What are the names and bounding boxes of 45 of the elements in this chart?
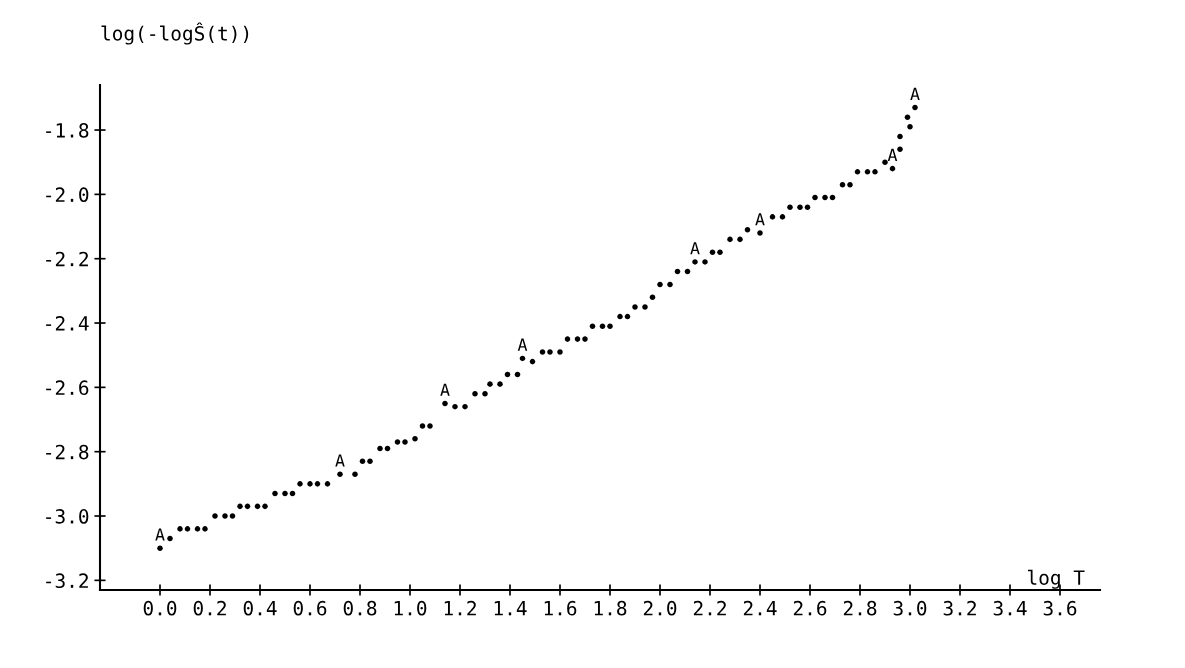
point [912, 104, 918, 111]
x-axis-title: log T [1027, 569, 1085, 589]
x-tick-label: 2.4 [743, 600, 777, 616]
x-tick-label: 1.2 [444, 600, 476, 616]
x-tick-label: 3.6 [1043, 600, 1077, 616]
x-tick-label: 3.0 [893, 600, 927, 616]
annotation: A [155, 528, 165, 541]
x-tick-label: 1.6 [544, 600, 577, 616]
x-tick-label: 0.8 [343, 600, 377, 616]
x-tick-label: 1.4 [494, 601, 527, 616]
x-tick-label: 2.0 [643, 600, 677, 616]
x-tick-label: 3.2 [943, 600, 976, 616]
point [889, 165, 896, 172]
x-tick-label: 2.2 [693, 600, 726, 616]
y-tick-label: -3.2 [46, 573, 88, 589]
y-tick-label: -2.0 [46, 187, 89, 203]
y-tick-label: -1.8 [46, 123, 89, 138]
y-tick-label: -2.4 [46, 316, 89, 331]
y-axis-title: log(-logŜ(t)) [101, 22, 249, 45]
x-tick-label: 0.0 [143, 600, 177, 616]
y-tick-label: -3.0 [46, 509, 89, 524]
point [519, 355, 526, 362]
x-tick-label: 1.8 [594, 600, 627, 616]
x-tick-label: 0.6 [293, 600, 327, 616]
annotation: A [910, 87, 920, 100]
annotation: A [517, 338, 528, 351]
annotation: A [690, 242, 700, 255]
x-tick-label: 0.4 [243, 600, 277, 616]
x-tick-label: 3.4 [993, 600, 1027, 616]
y-tick-label: -2.2 [46, 251, 88, 267]
x-tick-label: 2.6 [793, 600, 827, 616]
x-tick-label: 2.8 [843, 600, 877, 616]
annotation: A [335, 454, 345, 467]
annotation: A [440, 383, 450, 396]
point [442, 400, 448, 407]
point [337, 471, 343, 477]
point [757, 230, 763, 236]
annotation: A [755, 213, 765, 226]
point [157, 545, 163, 551]
y-tick-label: -2.6 [46, 380, 89, 396]
x-tick-label: 1.0 [394, 600, 427, 616]
point [692, 259, 698, 265]
x-tick-label: 0.2 [193, 600, 226, 616]
annotation: A [887, 148, 898, 161]
y-tick-label: -2.8 [46, 444, 89, 460]
